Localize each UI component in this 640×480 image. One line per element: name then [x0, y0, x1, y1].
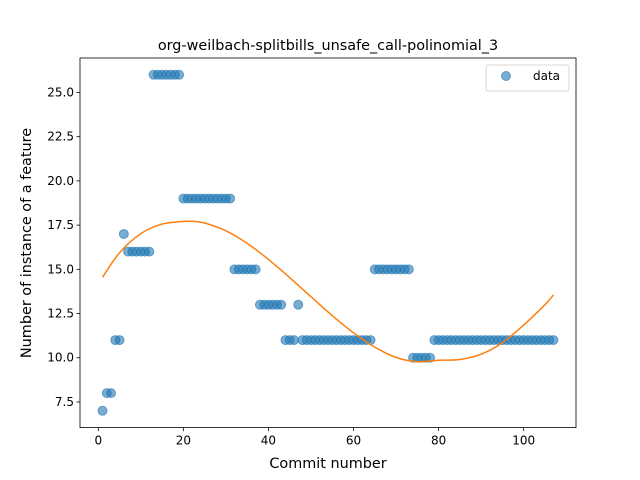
data-point [114, 335, 125, 346]
plot-frame [79, 57, 577, 429]
data-point [97, 405, 108, 416]
data-point [118, 228, 129, 239]
data-point [548, 335, 559, 346]
data-point [425, 352, 436, 363]
x-tick-label: 40 [261, 434, 276, 448]
y-tick-label: 25.0 [47, 85, 74, 99]
y-axis-label: Number of instance of a feature [19, 128, 35, 358]
plot-area [80, 58, 576, 428]
legend-marker [501, 71, 511, 81]
scatter-series [97, 69, 559, 416]
x-tick-label: 100 [512, 434, 535, 448]
data-point [174, 69, 185, 80]
x-axis-label: Commit number [269, 456, 386, 472]
data-point [106, 388, 117, 399]
data-point [144, 246, 155, 257]
x-tick-label: 80 [431, 434, 446, 448]
y-tick-label: 7.5 [55, 395, 74, 409]
data-point [293, 299, 304, 310]
fit-line [101, 220, 555, 363]
x-tick-label: 60 [346, 434, 361, 448]
data-point [288, 335, 299, 346]
y-tick-label: 15.0 [47, 262, 74, 276]
y-tick-label: 17.5 [47, 218, 74, 232]
y-tick-label: 12.5 [47, 307, 74, 321]
y-tick-label: 20.0 [47, 174, 74, 188]
chart-title: org-weilbach-splitbills_unsafe_call-poli… [158, 38, 498, 54]
data-point [276, 299, 287, 310]
data-point [250, 264, 261, 275]
x-tick-label: 0 [94, 434, 102, 448]
y-tick-label: 10.0 [47, 351, 74, 365]
y-tick-label: 22.5 [47, 130, 74, 144]
legend: data [485, 64, 570, 92]
x-tick-label: 20 [176, 434, 191, 448]
data-point [225, 193, 236, 204]
fit-line-series [101, 220, 555, 363]
x-axis-ticks: 0 20 40 60 80 100 [94, 427, 535, 448]
data-point [403, 264, 414, 275]
y-axis-ticks: 7.5 10.0 12.5 15.0 17.5 20.0 22.5 25.0 [47, 85, 80, 409]
legend-label: data [533, 69, 560, 83]
